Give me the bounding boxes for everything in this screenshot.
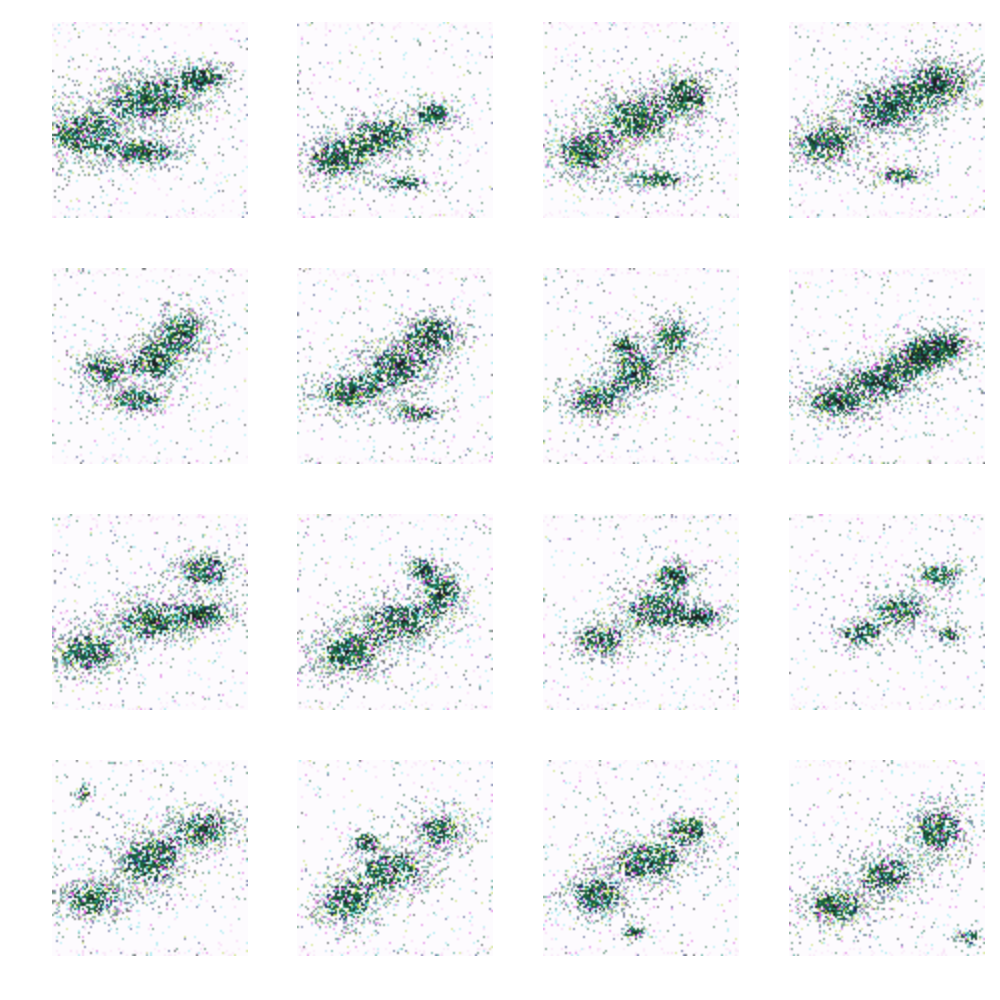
sample-image-8-canvas	[789, 268, 985, 464]
sample-image-11-canvas	[543, 514, 739, 710]
sample-image-16	[789, 760, 985, 956]
sample-image-12	[789, 514, 985, 710]
sample-image-9-canvas	[52, 514, 248, 710]
sample-image-7-canvas	[543, 268, 739, 464]
sample-image-3	[543, 22, 739, 218]
sample-image-3-canvas	[543, 22, 739, 218]
sample-image-13	[52, 760, 248, 956]
sample-image-11	[543, 514, 739, 710]
sample-image-1-canvas	[52, 22, 248, 218]
sample-image-14	[297, 760, 493, 956]
sample-image-15-canvas	[543, 760, 739, 956]
sample-image-5	[52, 268, 248, 464]
sample-image-12-canvas	[789, 514, 985, 710]
sample-image-16-canvas	[789, 760, 985, 956]
sample-image-15	[543, 760, 739, 956]
sample-image-4-canvas	[789, 22, 985, 218]
sample-image-1	[52, 22, 248, 218]
sample-image-10-canvas	[297, 514, 493, 710]
sample-image-6	[297, 268, 493, 464]
sample-image-2	[297, 22, 493, 218]
sample-image-5-canvas	[52, 268, 248, 464]
sample-image-13-canvas	[52, 760, 248, 956]
sample-image-9	[52, 514, 248, 710]
sample-image-14-canvas	[297, 760, 493, 956]
sample-image-6-canvas	[297, 268, 493, 464]
sample-image-10	[297, 514, 493, 710]
sample-image-8	[789, 268, 985, 464]
sample-image-7	[543, 268, 739, 464]
sample-image-4	[789, 22, 985, 218]
sample-image-2-canvas	[297, 22, 493, 218]
